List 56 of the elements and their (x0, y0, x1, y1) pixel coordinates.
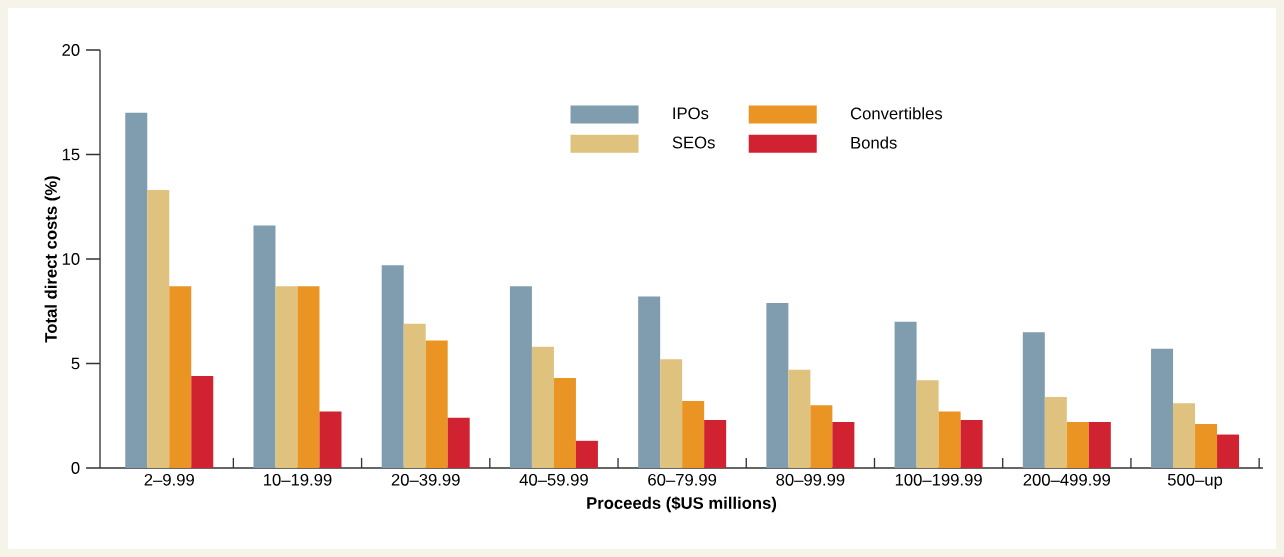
bar (766, 302, 789, 468)
legend-label: SEOs (672, 136, 715, 149)
x-tick-label: 80–99.99 (776, 473, 845, 486)
bar (425, 340, 448, 468)
bar (1088, 422, 1111, 468)
bar (1151, 348, 1174, 468)
bar (832, 422, 855, 468)
legend-label: Convertibles (850, 107, 943, 120)
bar (553, 378, 576, 468)
bar (147, 190, 170, 468)
bar (682, 401, 705, 468)
bar (810, 405, 833, 468)
bar (660, 359, 683, 468)
x-tick-label: 500–up (1167, 473, 1223, 489)
bar (1044, 396, 1067, 468)
bar (253, 225, 276, 468)
y-tick-label: 5 (71, 357, 80, 370)
bar (960, 419, 983, 468)
x-tick-label: 10–19.99 (264, 473, 332, 486)
y-tick-label: 15 (62, 148, 80, 161)
bar (575, 440, 598, 468)
bar (788, 369, 811, 468)
y-tick-label: 20 (62, 44, 80, 56)
bar (191, 376, 214, 468)
y-axis-title: Total direct costs (%) (44, 176, 61, 343)
y-tick-label: 10 (62, 253, 80, 265)
bar (531, 346, 554, 468)
bar (1022, 332, 1045, 468)
legend-label: Bonds (851, 136, 897, 149)
bar (638, 296, 661, 468)
bar (938, 411, 961, 468)
x-tick-label: 60–79.99 (648, 473, 717, 486)
bar (275, 286, 298, 468)
x-tick-label: 20–39.99 (391, 473, 460, 486)
x-tick-label: 100–199.99 (895, 473, 982, 486)
bar (1066, 422, 1089, 468)
bar (319, 411, 342, 468)
y-tick-label: 0 (71, 462, 80, 474)
bar (894, 321, 917, 468)
bar (1217, 434, 1240, 468)
bar (403, 323, 426, 468)
legend-label: IPOs (673, 107, 709, 120)
x-tick-label: 200–499.99 (1023, 473, 1111, 486)
bar (509, 286, 532, 468)
bar (381, 265, 404, 468)
bar (704, 419, 727, 468)
bar (1195, 424, 1218, 468)
x-tick-label: 2–9.99 (144, 473, 194, 486)
bar (916, 380, 939, 468)
bar (1173, 403, 1196, 468)
x-axis-title: Proceeds ($US millions) (587, 496, 777, 513)
bar (297, 286, 320, 468)
bar (125, 112, 148, 468)
bar (447, 417, 470, 468)
x-tick-label: 40–59.99 (519, 473, 588, 486)
bar (169, 286, 192, 468)
